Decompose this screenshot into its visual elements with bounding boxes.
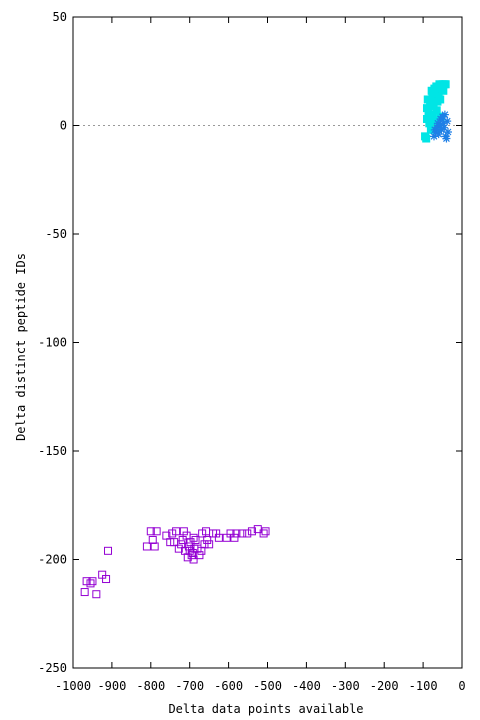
x-tick-label: -500 bbox=[253, 679, 282, 693]
x-tick-label: -400 bbox=[292, 679, 321, 693]
star-point bbox=[434, 130, 443, 139]
star-point bbox=[439, 119, 448, 128]
plot-frame-layer bbox=[72, 16, 463, 669]
open-square-point bbox=[243, 529, 252, 538]
open-square-point bbox=[88, 577, 97, 586]
open-square-point bbox=[259, 529, 268, 538]
open-square-point bbox=[80, 588, 89, 597]
open-square-point bbox=[86, 579, 95, 588]
filled-square-point bbox=[422, 114, 431, 123]
open-square-point bbox=[92, 590, 101, 599]
x-tick-label: -600 bbox=[214, 679, 243, 693]
star-point bbox=[440, 110, 449, 119]
star-point bbox=[429, 132, 438, 141]
x-axis-title: Delta data points available bbox=[168, 702, 363, 716]
open-square-point bbox=[191, 535, 200, 544]
y-tick-label: 50 bbox=[53, 10, 67, 24]
open-square-point bbox=[200, 540, 209, 549]
y-tick-label: -50 bbox=[45, 227, 67, 241]
filled-square-point bbox=[434, 88, 443, 97]
open-square-point bbox=[203, 535, 212, 544]
x-tick-label: -800 bbox=[136, 679, 165, 693]
open-square-point bbox=[230, 533, 239, 542]
y-tick-label: 0 bbox=[60, 119, 67, 133]
y-tick-label: -250 bbox=[38, 661, 67, 675]
filled-square-point bbox=[423, 95, 432, 104]
open-square-point bbox=[212, 529, 221, 538]
x-tick-label: -900 bbox=[97, 679, 126, 693]
points-layer bbox=[80, 80, 452, 599]
open-square-point bbox=[195, 551, 204, 560]
open-square-point bbox=[253, 525, 262, 534]
open-square-point bbox=[189, 533, 198, 542]
open-square-point bbox=[238, 529, 247, 538]
open-square-point bbox=[179, 527, 188, 536]
open-square-point bbox=[146, 527, 155, 536]
star-point bbox=[441, 132, 450, 141]
star-point bbox=[443, 128, 452, 137]
filled-square-point bbox=[425, 119, 434, 128]
star-point bbox=[435, 121, 444, 130]
open-square-point bbox=[104, 546, 113, 555]
star-point bbox=[440, 123, 449, 132]
open-square-point bbox=[172, 527, 181, 536]
open-square-point bbox=[205, 540, 214, 549]
open-square-point bbox=[148, 535, 157, 544]
open-square-point bbox=[214, 533, 223, 542]
plot-border bbox=[72, 16, 463, 669]
filled-square-point bbox=[424, 108, 433, 117]
x-tick-label: -200 bbox=[370, 679, 399, 693]
filled-square-point bbox=[422, 104, 431, 113]
star-point bbox=[443, 117, 452, 126]
open-square-point bbox=[152, 527, 161, 536]
y-tick-label: -100 bbox=[38, 336, 67, 350]
x-tick-label: -100 bbox=[409, 679, 438, 693]
open-square-point bbox=[142, 542, 151, 551]
x-tick-label: -1000 bbox=[55, 679, 91, 693]
filled-square-point bbox=[439, 86, 448, 95]
y-tick-label: -200 bbox=[38, 553, 67, 567]
y-tick-label: -150 bbox=[38, 444, 67, 458]
open-square-point bbox=[102, 575, 111, 584]
filled-square-point bbox=[441, 80, 450, 89]
x-tick-label: 0 bbox=[458, 679, 465, 693]
filled-square-point bbox=[428, 110, 437, 119]
ticks-layer: -1000 -900 -800 -700 -600 -500 -400 -300 -200 -10… bbox=[38, 10, 466, 693]
filled-square-point bbox=[432, 106, 441, 115]
x-tick-label: -300 bbox=[331, 679, 360, 693]
open-square-point bbox=[177, 540, 186, 549]
x-tick-label: -700 bbox=[175, 679, 204, 693]
open-square-point bbox=[150, 542, 159, 551]
open-square-point bbox=[261, 527, 270, 536]
filled-square-point bbox=[430, 117, 439, 126]
open-square-point bbox=[232, 529, 241, 538]
filled-square-point bbox=[422, 134, 431, 143]
open-square-point bbox=[247, 527, 256, 536]
star-point bbox=[442, 134, 451, 143]
filled-square-point bbox=[429, 101, 438, 110]
filled-square-point bbox=[436, 95, 445, 104]
open-square-point bbox=[174, 544, 183, 553]
y-axis-title: Delta distinct peptide IDs bbox=[14, 253, 28, 441]
open-square-point bbox=[189, 555, 198, 564]
